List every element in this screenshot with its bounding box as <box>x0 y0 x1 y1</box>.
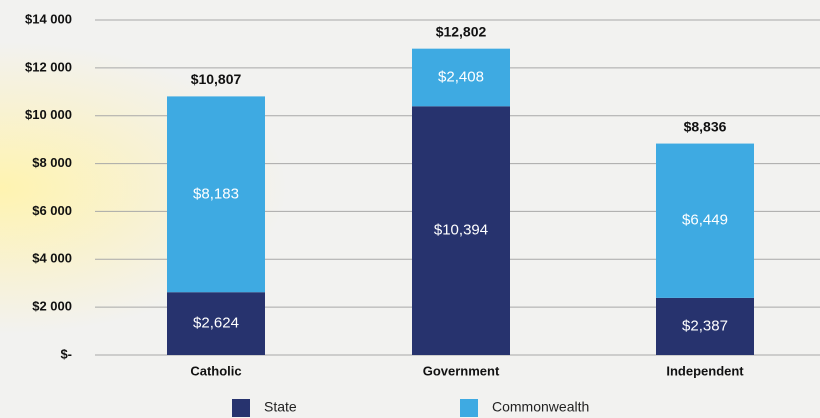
bar-segment <box>167 96 265 293</box>
x-tick-label: Independent <box>666 363 744 378</box>
value-label: $2,387 <box>682 317 728 334</box>
legend-swatch <box>460 399 478 417</box>
value-label: $2,408 <box>438 68 484 85</box>
value-label: $10,394 <box>434 222 488 239</box>
y-tick-label: $6 000 <box>32 203 72 218</box>
bar-segment <box>656 143 754 298</box>
x-tick-label: Government <box>423 363 500 378</box>
legend-swatch <box>232 399 250 417</box>
value-label: $2,624 <box>193 315 239 332</box>
total-label: $8,836 <box>684 118 727 134</box>
total-label: $12,802 <box>436 23 487 39</box>
y-tick-label: $8 000 <box>32 155 72 170</box>
bar-segment <box>412 48 510 107</box>
legend-label: State <box>264 399 297 415</box>
y-tick-label: $14 000 <box>25 11 72 26</box>
bar-segment <box>656 297 754 355</box>
bar-segment <box>167 292 265 355</box>
y-tick-label: $2 000 <box>32 299 72 314</box>
y-tick-label: $- <box>60 346 72 361</box>
y-tick-label: $10 000 <box>25 107 72 122</box>
total-label: $10,807 <box>191 71 242 87</box>
x-tick-label: Catholic <box>190 363 241 378</box>
legend-label: Commonwealth <box>492 399 589 415</box>
value-label: $8,183 <box>193 185 239 202</box>
y-tick-label: $4 000 <box>32 251 72 266</box>
y-tick-label: $12 000 <box>25 59 72 74</box>
bar-segment <box>412 106 510 355</box>
value-label: $6,449 <box>682 212 728 229</box>
